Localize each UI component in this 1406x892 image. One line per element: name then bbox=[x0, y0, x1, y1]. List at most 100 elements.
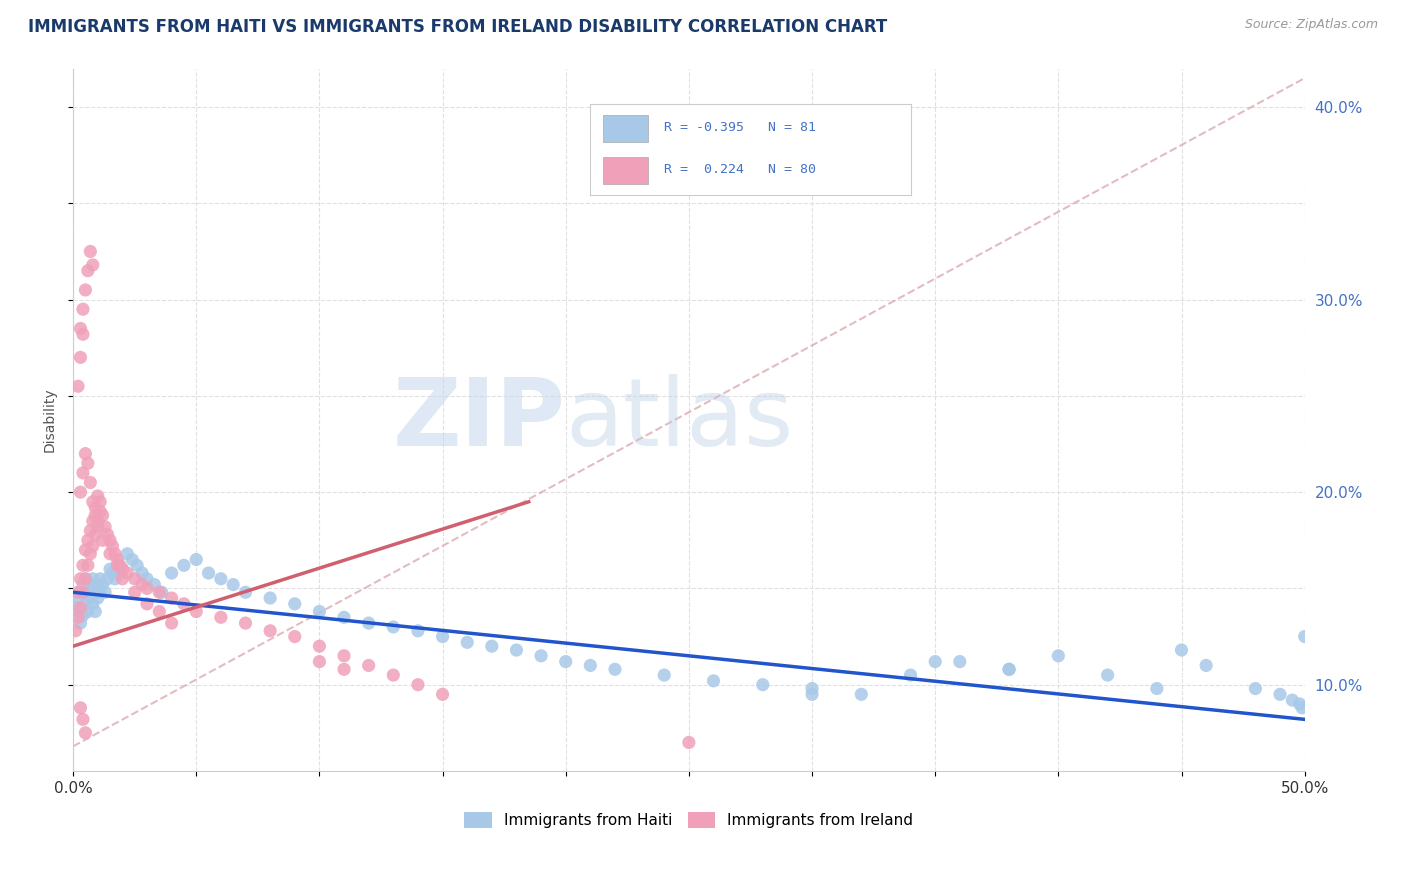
Point bbox=[101, 539, 124, 553]
Point bbox=[1291, 701, 1313, 715]
Point bbox=[284, 597, 307, 611]
Point bbox=[259, 591, 281, 605]
Point bbox=[998, 662, 1021, 676]
Point bbox=[143, 577, 166, 591]
Point bbox=[160, 566, 183, 580]
Point bbox=[432, 630, 454, 644]
Point bbox=[72, 712, 94, 726]
Point bbox=[89, 495, 111, 509]
Point bbox=[111, 562, 134, 576]
Legend: Immigrants from Haiti, Immigrants from Ireland: Immigrants from Haiti, Immigrants from I… bbox=[458, 805, 920, 834]
Point bbox=[87, 489, 110, 503]
Point bbox=[382, 620, 405, 634]
Point bbox=[79, 244, 101, 259]
Point bbox=[357, 616, 380, 631]
Point bbox=[82, 572, 104, 586]
Point bbox=[65, 624, 87, 638]
Point bbox=[900, 668, 922, 682]
Point bbox=[579, 658, 602, 673]
Point bbox=[66, 591, 89, 605]
Point bbox=[148, 585, 170, 599]
Point bbox=[209, 610, 232, 624]
Point bbox=[333, 610, 356, 624]
Point bbox=[72, 466, 94, 480]
Point bbox=[82, 514, 104, 528]
Point bbox=[136, 572, 159, 586]
Point bbox=[124, 572, 146, 586]
Point bbox=[84, 605, 107, 619]
Point bbox=[82, 597, 104, 611]
Point bbox=[308, 655, 330, 669]
Point bbox=[79, 475, 101, 490]
Point bbox=[72, 558, 94, 573]
Point bbox=[1294, 630, 1316, 644]
Point bbox=[1288, 697, 1310, 711]
Point bbox=[554, 655, 576, 669]
Y-axis label: Disability: Disability bbox=[44, 388, 58, 452]
Point bbox=[108, 566, 131, 580]
Point bbox=[82, 258, 104, 272]
Point bbox=[121, 552, 143, 566]
Point bbox=[752, 678, 775, 692]
Point bbox=[150, 585, 173, 599]
Point bbox=[530, 648, 553, 663]
Point bbox=[1281, 693, 1303, 707]
Point bbox=[82, 495, 104, 509]
Point bbox=[87, 591, 110, 605]
Point bbox=[66, 605, 89, 619]
Point bbox=[98, 547, 121, 561]
Point bbox=[851, 687, 873, 701]
Point bbox=[72, 577, 94, 591]
Point bbox=[75, 572, 97, 586]
Point bbox=[481, 639, 503, 653]
Point bbox=[98, 533, 121, 548]
Point bbox=[1244, 681, 1267, 696]
Point bbox=[75, 283, 97, 297]
Point bbox=[124, 585, 146, 599]
Point bbox=[84, 577, 107, 591]
Point bbox=[924, 655, 946, 669]
Text: IMMIGRANTS FROM HAITI VS IMMIGRANTS FROM IRELAND DISABILITY CORRELATION CHART: IMMIGRANTS FROM HAITI VS IMMIGRANTS FROM… bbox=[28, 18, 887, 36]
Point bbox=[186, 605, 208, 619]
Point bbox=[76, 263, 98, 277]
Point bbox=[75, 542, 97, 557]
Point bbox=[173, 597, 195, 611]
Point bbox=[75, 726, 97, 740]
Point bbox=[333, 648, 356, 663]
Point bbox=[382, 668, 405, 682]
Point bbox=[87, 582, 110, 596]
Text: atlas: atlas bbox=[565, 374, 794, 466]
Point bbox=[136, 582, 159, 596]
Point bbox=[66, 585, 89, 599]
Point bbox=[678, 735, 700, 749]
Point bbox=[284, 630, 307, 644]
Point bbox=[308, 639, 330, 653]
Point bbox=[104, 547, 127, 561]
Point bbox=[117, 547, 139, 561]
Point bbox=[76, 533, 98, 548]
Point bbox=[69, 485, 91, 500]
Point bbox=[72, 585, 94, 599]
Point bbox=[107, 558, 129, 573]
Point bbox=[69, 585, 91, 599]
Point bbox=[111, 572, 134, 586]
Point bbox=[84, 500, 107, 515]
Point bbox=[89, 572, 111, 586]
Point bbox=[998, 662, 1021, 676]
Point bbox=[235, 585, 257, 599]
Point bbox=[84, 527, 107, 541]
Point bbox=[1097, 668, 1119, 682]
Point bbox=[79, 547, 101, 561]
Point bbox=[75, 447, 97, 461]
Point bbox=[94, 520, 117, 534]
Point bbox=[79, 585, 101, 599]
Point bbox=[91, 508, 114, 523]
Point bbox=[702, 673, 724, 688]
Point bbox=[104, 572, 127, 586]
Point bbox=[505, 643, 527, 657]
Point bbox=[148, 605, 170, 619]
Point bbox=[131, 566, 153, 580]
Point bbox=[97, 572, 120, 586]
Point bbox=[66, 379, 89, 393]
Point bbox=[949, 655, 972, 669]
